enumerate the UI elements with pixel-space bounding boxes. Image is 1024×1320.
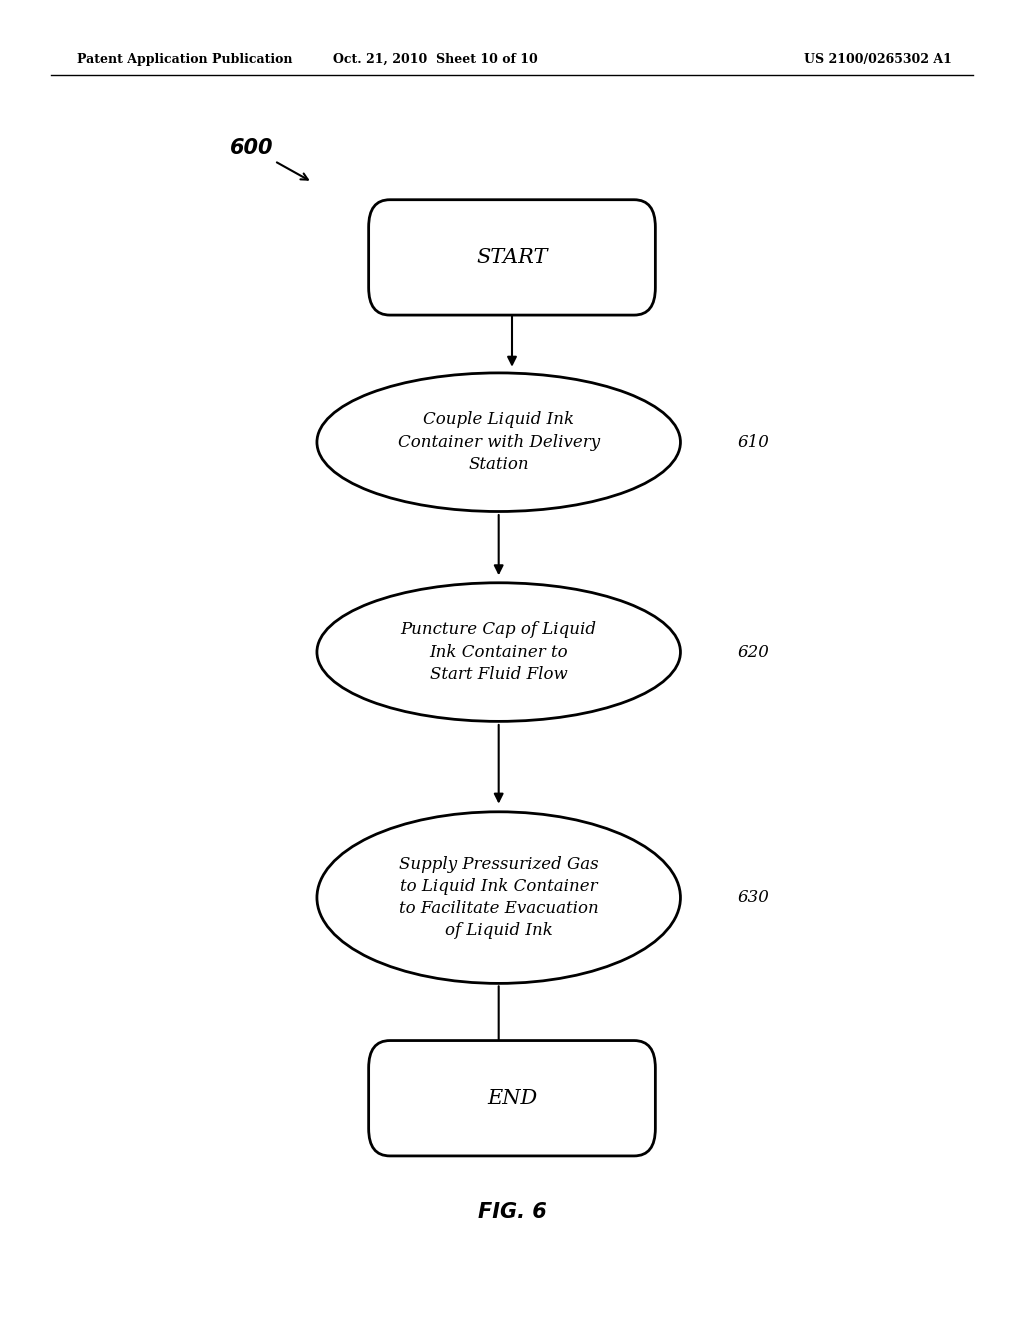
- Text: END: END: [486, 1089, 538, 1107]
- Text: 630: 630: [737, 890, 769, 906]
- FancyBboxPatch shape: [369, 199, 655, 315]
- Text: Patent Application Publication: Patent Application Publication: [77, 53, 292, 66]
- Text: US 2100/0265302 A1: US 2100/0265302 A1: [805, 53, 952, 66]
- Text: Oct. 21, 2010  Sheet 10 of 10: Oct. 21, 2010 Sheet 10 of 10: [333, 53, 538, 66]
- Text: Puncture Cap of Liquid
Ink Container to
Start Fluid Flow: Puncture Cap of Liquid Ink Container to …: [400, 622, 597, 682]
- Text: Couple Liquid Ink
Container with Delivery
Station: Couple Liquid Ink Container with Deliver…: [397, 412, 600, 473]
- Text: START: START: [476, 248, 548, 267]
- FancyBboxPatch shape: [369, 1040, 655, 1156]
- Text: Supply Pressurized Gas
to Liquid Ink Container
to Facilitate Evacuation
of Liqui: Supply Pressurized Gas to Liquid Ink Con…: [398, 855, 599, 940]
- Ellipse shape: [317, 583, 680, 721]
- Text: FIG. 6: FIG. 6: [477, 1201, 547, 1222]
- Text: 600: 600: [230, 137, 273, 158]
- Text: 610: 610: [737, 434, 769, 450]
- Ellipse shape: [317, 812, 680, 983]
- Ellipse shape: [317, 372, 680, 511]
- Text: 620: 620: [737, 644, 769, 660]
